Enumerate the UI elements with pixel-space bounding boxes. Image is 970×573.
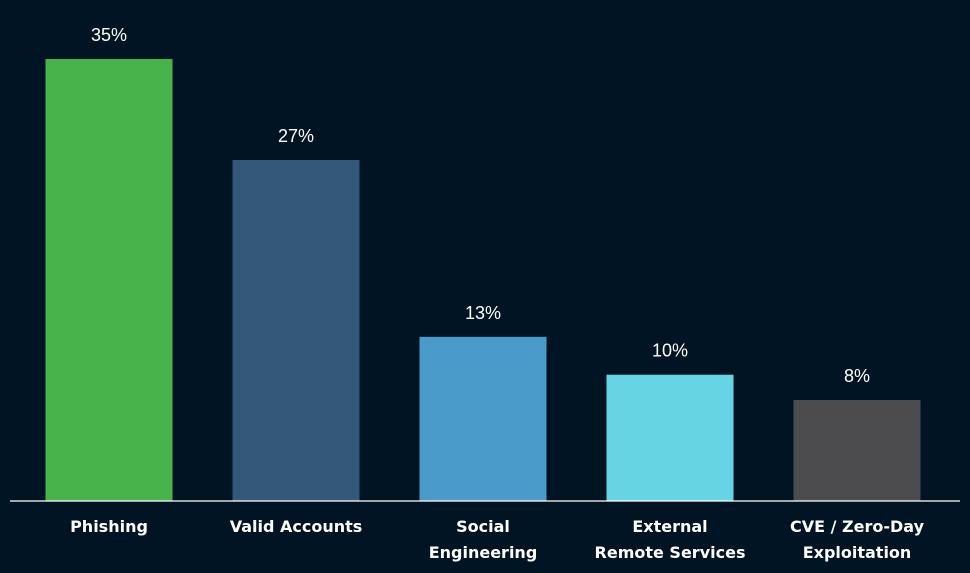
category-label-3-line-0: External [632,517,707,536]
bar-2 [419,336,547,501]
category-label-3-line-1: Remote Services [595,543,746,562]
value-label-3: 10% [652,341,688,361]
bars-group [45,59,921,501]
category-label-2-line-0: Social [456,517,510,536]
category-label-2-line-1: Engineering [429,543,538,562]
category-label-0: Phishing [70,517,148,536]
labels-group: 35% Phishing 27% Valid Accounts 13% Social Eng… [70,25,925,562]
bar-4 [793,399,921,501]
bar-3 [606,374,734,501]
category-label-4-line-1: Exploitation [803,543,912,562]
value-label-1: 27% [278,126,314,146]
category-label-4-line-0: CVE / Zero-Day [790,517,925,536]
bar-1 [232,160,360,501]
value-label-2: 13% [465,303,501,323]
value-label-4: 8% [844,366,870,386]
value-label-0: 35% [91,25,127,45]
bar-0 [45,59,173,501]
category-label-1: Valid Accounts [230,517,363,536]
